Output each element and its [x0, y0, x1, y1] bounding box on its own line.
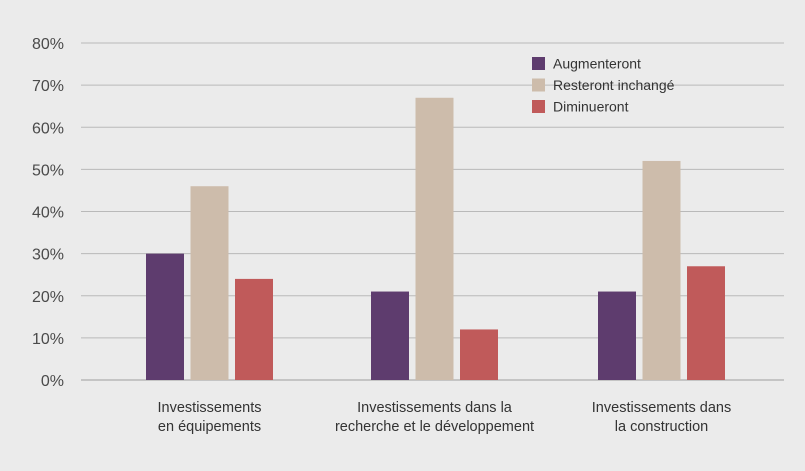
y-tick-label: 40%: [32, 205, 64, 222]
bar-resteront-inchang--1: [415, 97, 454, 380]
bar-augmenteront-1: [371, 291, 409, 380]
bar-resteront-inchang--2: [642, 160, 681, 380]
legend-label: Diminueront: [553, 99, 629, 115]
y-tick-label: 80%: [32, 36, 64, 53]
y-tick-label: 50%: [32, 162, 64, 179]
x-category-label: Investissements: [158, 400, 262, 416]
y-tick-label: 30%: [32, 247, 64, 264]
legend-label: Augmenteront: [553, 56, 641, 72]
y-tick-label: 0%: [41, 373, 64, 390]
bar-series: [146, 97, 725, 380]
bar-augmenteront-0: [146, 253, 184, 380]
x-category-label: recherche et le développement: [335, 419, 534, 435]
legend: Augmenteront Resteront inchangé Diminueron…: [532, 56, 675, 115]
y-tick-label: 60%: [32, 120, 64, 137]
bar-resteront-inchang--0: [190, 186, 229, 380]
bar-augmenteront-2: [598, 291, 636, 380]
bar-diminueront-1: [460, 329, 498, 380]
y-axis-tick-labels: 0% 10% 20% 30% 40% 50% 60% 70% 80%: [32, 36, 64, 390]
y-tick-label: 20%: [32, 289, 64, 306]
legend-swatch: [532, 100, 545, 113]
x-category-label: Investissements dans: [592, 400, 731, 416]
y-tick-label: 70%: [32, 78, 64, 95]
x-category-label: Investissements dans la: [357, 400, 513, 416]
x-axis-category-labels: Investissements en équipements Investissem…: [158, 400, 732, 435]
legend-swatch: [532, 78, 545, 92]
x-category-label: en équipements: [158, 419, 261, 435]
y-tick-label: 10%: [32, 331, 64, 348]
bar-diminueront-2: [687, 266, 725, 380]
legend-label: Resteront inchangé: [553, 77, 675, 93]
legend-swatch: [532, 57, 545, 70]
x-category-label: la construction: [615, 419, 709, 435]
bar-diminueront-0: [235, 278, 273, 380]
